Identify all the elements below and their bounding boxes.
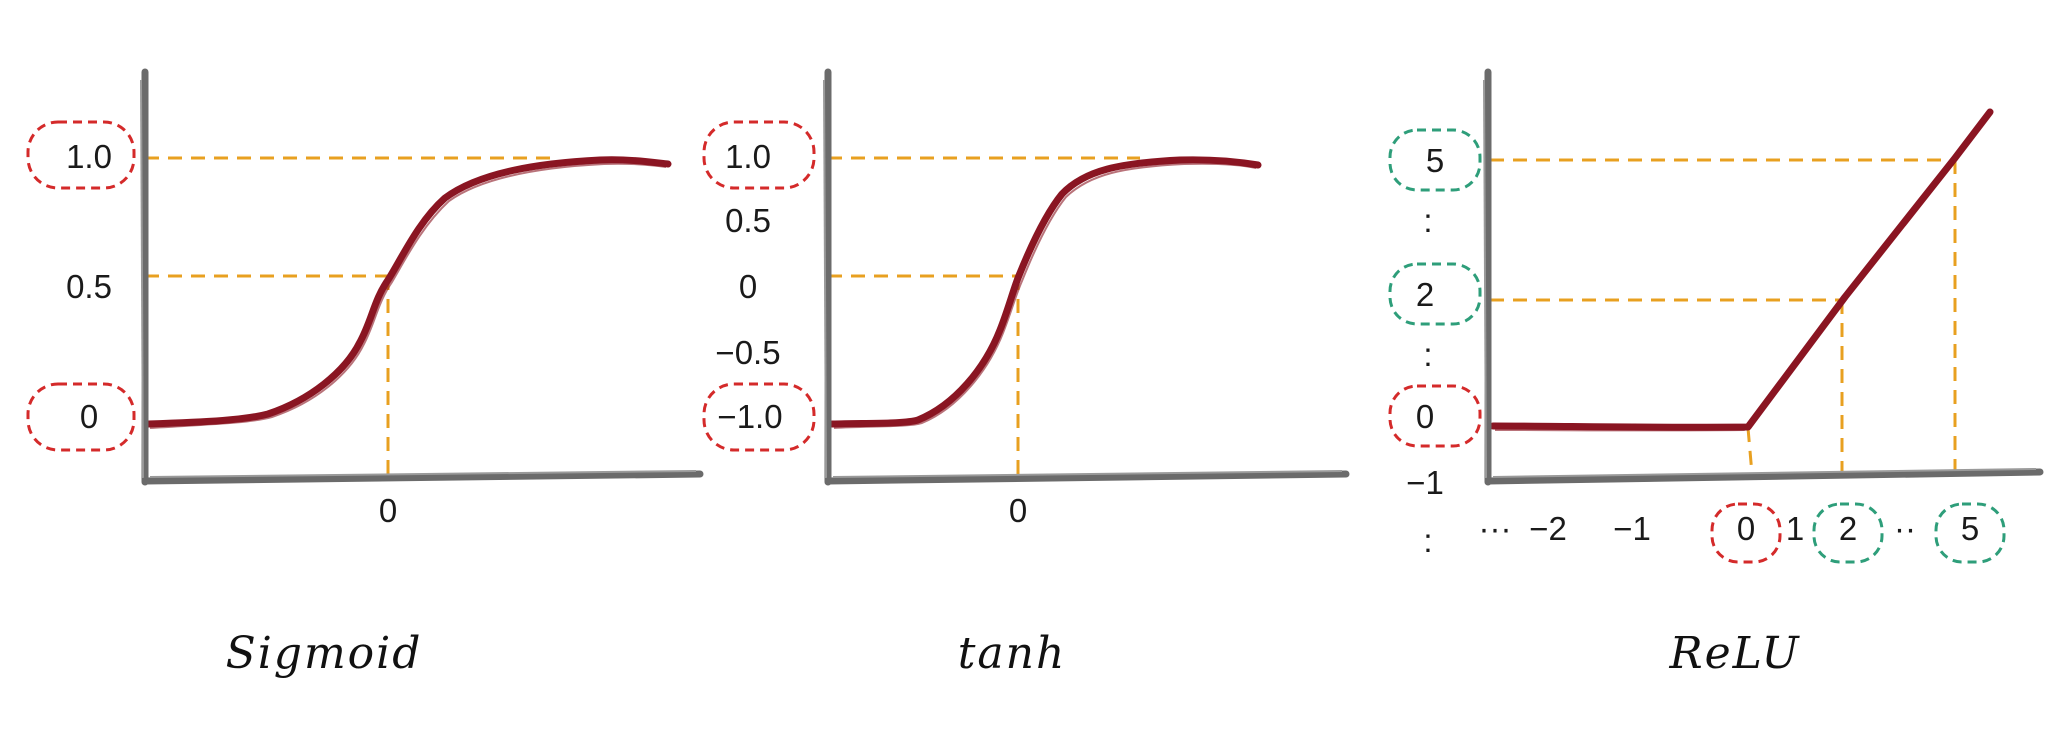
sigmoid-y-label-0-highlight <box>26 382 136 452</box>
tanh-x-label-0: 0 <box>1009 492 1027 529</box>
tanh-x-axis <box>824 470 1350 485</box>
relu-y-label-ellipsis-mid: : <box>1423 336 1432 373</box>
tanh-curve-sketch <box>833 162 1257 429</box>
relu-x-label-2-highlight <box>1812 502 1884 564</box>
relu-curve <box>1489 108 1994 431</box>
sigmoid-x-axis <box>141 470 704 485</box>
relu-y-label-ellipsis-lower: : <box>1423 522 1432 559</box>
sigmoid-y-label-1: 1.0 <box>66 138 112 175</box>
relu-x-label-0: 0 <box>1737 510 1755 547</box>
relu-x-label-neg-1: −1 <box>1613 510 1651 547</box>
relu-panel: 5 : 2 : 0 −1 : ··· −2 −1 0 1 2 ·· 5 ReLU <box>1388 68 2044 679</box>
relu-x-label-2: 2 <box>1839 510 1857 547</box>
relu-guide-zero-vertical <box>1746 427 1754 475</box>
relu-x-label-neg-2: −2 <box>1529 510 1567 547</box>
relu-y-label-5: 5 <box>1426 142 1444 179</box>
relu-x-label-ellipsis-right: ·· <box>1894 510 1916 547</box>
tanh-title: tanh <box>958 628 1067 679</box>
relu-y-label-5-highlight <box>1388 128 1482 192</box>
relu-y-label-ellipsis-upper: : <box>1423 202 1432 239</box>
sigmoid-y-label-1-highlight <box>26 120 136 190</box>
relu-y-label-neg-1: −1 <box>1406 464 1444 501</box>
sigmoid-x-label-0: 0 <box>379 492 397 529</box>
tanh-curve <box>828 156 1262 428</box>
relu-x-label-5: 5 <box>1961 510 1979 547</box>
tanh-y-label-neg-1: −1.0 <box>717 398 782 435</box>
relu-x-label-1: 1 <box>1786 510 1804 547</box>
relu-y-label-2: 2 <box>1416 276 1434 313</box>
relu-x-label-0-highlight <box>1710 502 1782 564</box>
relu-x-label-5-highlight <box>1934 502 2006 564</box>
sigmoid-panel: 1.0 0.5 0 0 Sigmoid <box>26 68 704 679</box>
relu-x-axis <box>1484 468 2044 485</box>
tanh-panel: 1.0 0.5 0 −0.5 −1.0 0 tanh <box>702 68 1350 679</box>
sigmoid-curve <box>144 156 672 428</box>
sigmoid-curve-sketch <box>149 162 667 429</box>
tanh-y-label-1: 1.0 <box>725 138 771 175</box>
tanh-y-label-0: 0 <box>739 268 757 305</box>
relu-x-label-ellipsis-left: ··· <box>1479 510 1512 547</box>
sigmoid-title: Sigmoid <box>226 628 423 679</box>
relu-title: ReLU <box>1668 628 1800 679</box>
sigmoid-y-label-0-5: 0.5 <box>66 268 112 305</box>
tanh-y-label-0-5: 0.5 <box>725 202 771 239</box>
relu-y-label-0-highlight <box>1388 384 1482 448</box>
sigmoid-y-label-0: 0 <box>80 398 98 435</box>
relu-y-label-2-highlight <box>1388 262 1482 326</box>
tanh-y-label-neg-0-5: −0.5 <box>715 334 780 371</box>
relu-curve-sketch <box>1494 117 1987 432</box>
relu-y-label-0: 0 <box>1416 398 1434 435</box>
